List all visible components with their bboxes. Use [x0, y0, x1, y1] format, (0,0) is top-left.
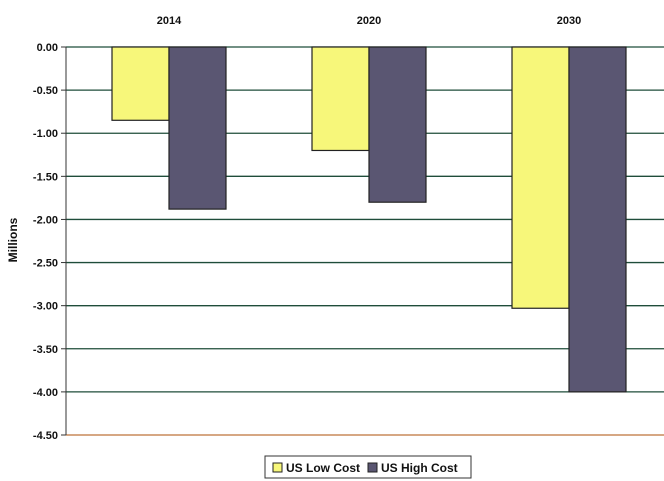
category-label: 2030 [557, 15, 581, 27]
bar-us-low-cost-2030 [511, 46, 570, 309]
y-tick-label: -2.00 [33, 214, 58, 226]
y-tick-label: -0.50 [33, 85, 58, 97]
bar-us-high-cost-2030 [568, 46, 627, 393]
y-tick-label: -4.50 [33, 430, 58, 442]
legend-swatch [367, 462, 378, 473]
y-axis: 0.00 -0.50 -1.00 -1.50 -2.00 -2.50 -3.00 -3.50 -… [33, 42, 67, 442]
bars [111, 46, 627, 393]
bar-us-high-cost-2020 [368, 46, 427, 203]
legend-label: US Low Cost [286, 461, 360, 475]
bar-us-high-cost-2014 [168, 46, 227, 210]
y-tick-label: -1.00 [33, 128, 58, 140]
legend-swatch [272, 462, 283, 473]
y-tick-label: -4.00 [33, 387, 58, 399]
category-label: 2014 [157, 15, 182, 27]
y-tick-label: -3.00 [33, 301, 58, 313]
y-tick-label: -1.50 [33, 171, 58, 183]
legend-label: US High Cost [381, 461, 458, 475]
y-tick-label: -3.50 [33, 344, 58, 356]
y-axis-title: Millions [6, 217, 20, 262]
legend: US Low Cost US High Cost [264, 455, 472, 479]
category-label: 2020 [357, 15, 381, 27]
bar-us-low-cost-2014 [111, 46, 170, 121]
x-axis: 2014 2020 2030 [157, 15, 581, 27]
y-tick-label: -2.50 [33, 258, 58, 270]
y-tick-label: 0.00 [37, 42, 58, 54]
bar-us-low-cost-2020 [311, 46, 370, 152]
